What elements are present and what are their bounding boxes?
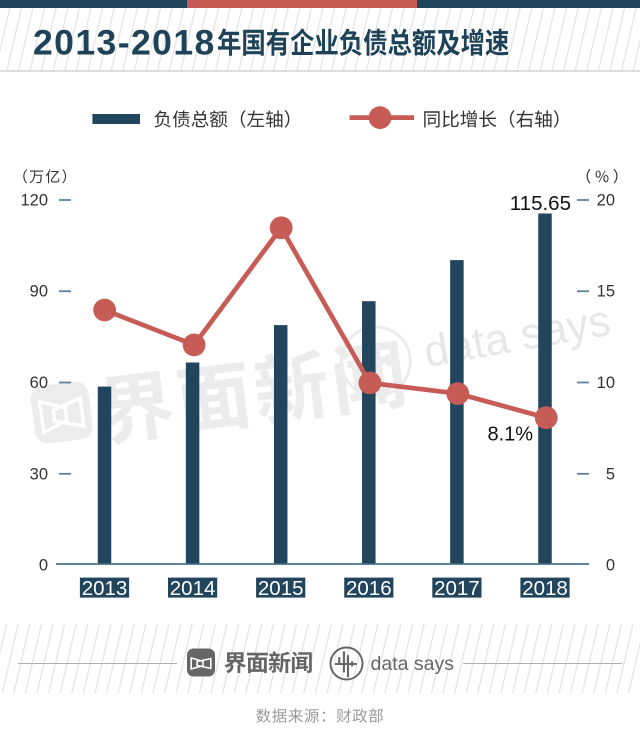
svg-text:90: 90 xyxy=(30,283,48,301)
svg-text:2017: 2017 xyxy=(434,577,480,600)
svg-text:2014: 2014 xyxy=(170,577,216,600)
svg-text:2013: 2013 xyxy=(82,577,128,600)
svg-text:2013-2018: 2013-2018 xyxy=(33,23,216,63)
svg-text:20: 20 xyxy=(597,192,615,210)
svg-text:10: 10 xyxy=(597,374,615,392)
svg-text:data says: data says xyxy=(371,653,455,675)
svg-text:120: 120 xyxy=(20,192,48,210)
svg-text:2018: 2018 xyxy=(522,577,568,600)
svg-text:60: 60 xyxy=(30,374,48,392)
svg-text:15: 15 xyxy=(597,283,615,301)
svg-text:115.65: 115.65 xyxy=(510,192,571,215)
svg-text:0: 0 xyxy=(39,557,48,575)
svg-text:2016: 2016 xyxy=(346,577,392,600)
svg-text:30: 30 xyxy=(30,465,48,483)
svg-text:2015: 2015 xyxy=(258,577,304,600)
svg-text:5: 5 xyxy=(606,465,615,483)
svg-text:0: 0 xyxy=(606,557,615,575)
svg-text:8.1%: 8.1% xyxy=(488,424,534,446)
